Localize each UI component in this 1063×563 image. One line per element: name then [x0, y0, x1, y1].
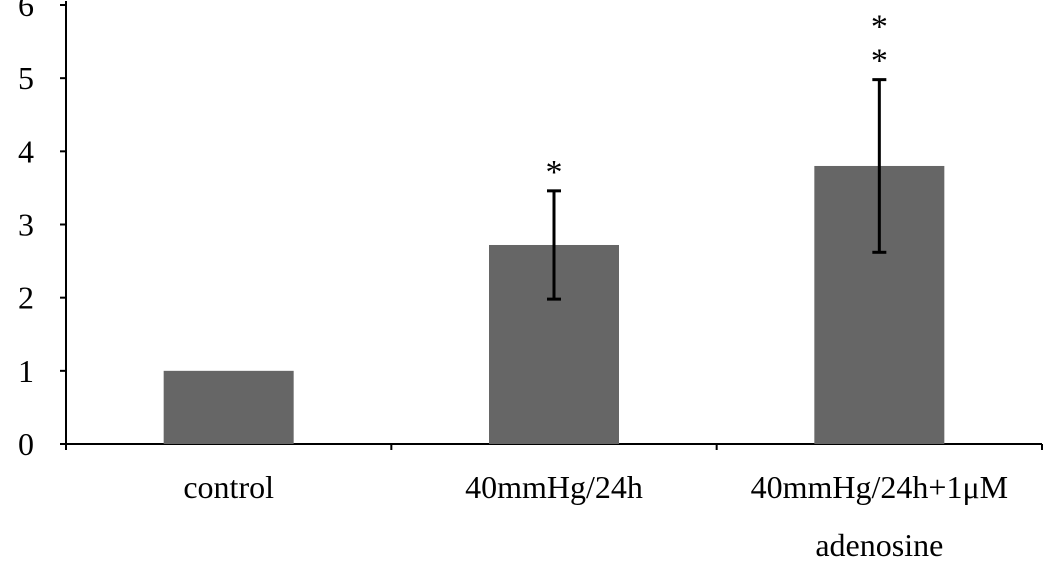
- y-tick-label: 4: [18, 133, 34, 169]
- x-category-label: adenosine: [815, 527, 943, 558]
- y-tick-label: 1: [18, 353, 34, 389]
- x-category-label: control: [183, 469, 274, 505]
- significance-marker: *: [871, 43, 888, 80]
- x-category-label: 40mmHg/24h+1μM: [751, 469, 1008, 505]
- y-tick-label: 0: [18, 426, 34, 462]
- labels: 0123456control*40mmHg/24h**40mmHg/24h+1μ…: [18, 0, 1008, 563]
- significance-marker: *: [871, 9, 888, 46]
- significance-marker: *: [546, 154, 563, 191]
- x-category-label: 40mmHg/24h: [465, 469, 643, 505]
- y-tick-label: 5: [18, 60, 34, 96]
- error-bars: [547, 78, 887, 301]
- y-tick-label: 3: [18, 207, 34, 243]
- y-tick-label: 6: [18, 0, 34, 23]
- y-tick-label: 2: [18, 280, 34, 316]
- bar: [163, 370, 294, 444]
